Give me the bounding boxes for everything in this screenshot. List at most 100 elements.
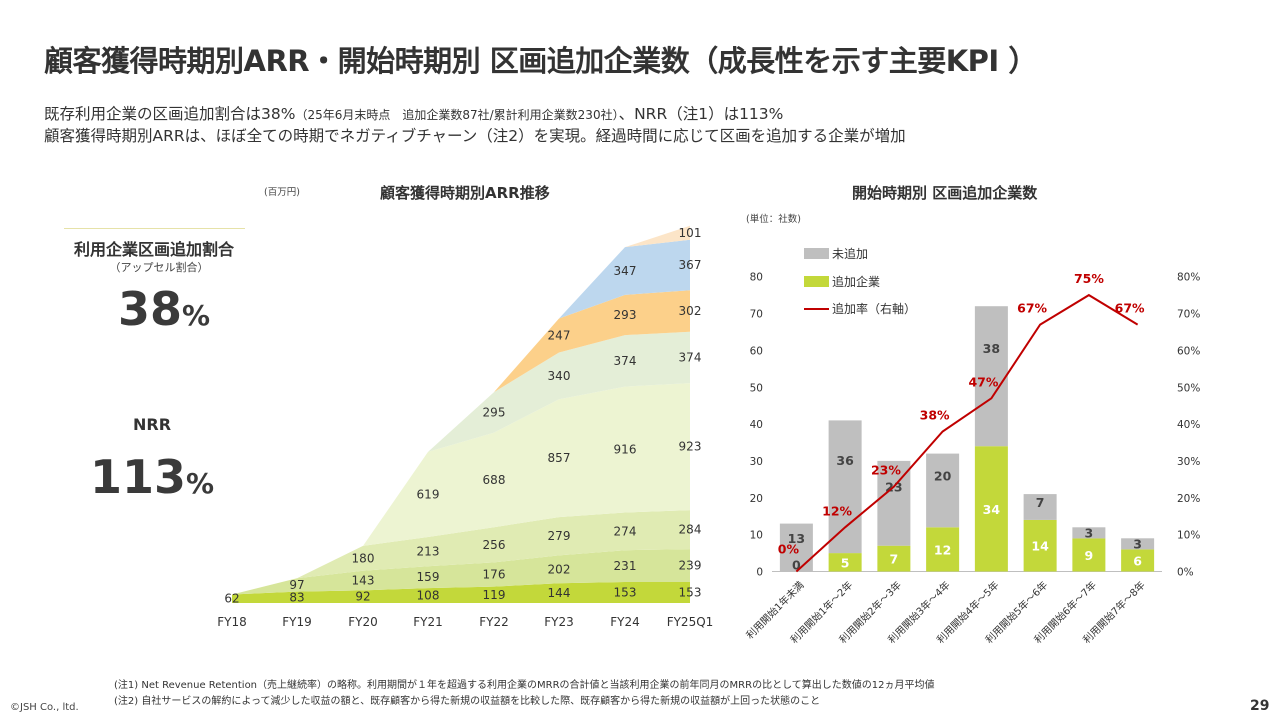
copyright: ©JSH Co., ltd. (10, 702, 79, 713)
bar-not-added-label: 36 (836, 453, 854, 468)
bar-y-tick-label: 70 (750, 309, 763, 321)
bar-added-segment (828, 553, 862, 572)
bar-added-segment (974, 446, 1008, 572)
bar-y2-tick-label: 60% (1177, 345, 1200, 357)
footnote-1: (注1) Net Revenue Retention（売上継続率）の略称。利用期… (114, 680, 935, 691)
bar-y-tick-label: 80 (750, 272, 763, 284)
addition-rate-label: 67% (1017, 301, 1047, 316)
nrr-kpi-value: 113% (52, 450, 252, 504)
bar-not-added-segment (1023, 494, 1057, 520)
arr-x-tick-label: FY21 (413, 615, 443, 629)
bar-added-label: 34 (983, 502, 1001, 517)
summary-line-2: 顧客獲得時期別ARRは、ほぼ全ての時期でネガティブチャーン（注2）を実現。経過時… (44, 127, 906, 145)
arr-data-label: 923 (679, 440, 702, 454)
arr-data-label: 153 (679, 586, 702, 600)
upsell-kpi-unit: % (181, 299, 211, 332)
footnote-2: (注2) 自社サービスの解約によって減少した収益の額と、既存顧客から得た新規の収… (114, 696, 821, 707)
bar-not-added-segment (926, 453, 960, 528)
arr-chart-unit: (百万円) (264, 187, 300, 198)
legend-not-added-swatch (804, 248, 829, 259)
arr-data-label: 284 (679, 523, 702, 537)
arr-data-label: 231 (614, 559, 637, 573)
bar-added-segment (1023, 519, 1057, 572)
addition-rate-line (795, 293, 1139, 573)
arr-area-series-0 (232, 582, 690, 603)
legend-rate-label: 追加率（右軸） (832, 301, 916, 316)
arr-data-label: 101 (679, 226, 702, 240)
bar-chart-unit: (単位：社数) (746, 214, 801, 225)
bar-added-segment (877, 545, 911, 572)
arr-data-label: 239 (679, 559, 702, 573)
arr-x-tick-label: FY22 (479, 615, 509, 629)
bar-added-segment (1121, 549, 1155, 572)
bar-y2-tick-label: 50% (1177, 382, 1200, 394)
bar-not-added-label: 38 (983, 341, 1000, 356)
arr-data-label: 202 (548, 562, 571, 576)
bar-y-tick-label: 20 (750, 493, 763, 505)
bar-y-tick-label: 60 (750, 345, 763, 357)
arr-data-label: 302 (679, 304, 702, 318)
bar-not-added-segment (828, 420, 862, 554)
arr-data-label: 374 (679, 350, 702, 364)
summary-line-1-detail: （25年6月末時点 追加企業数87社/累計利用企業数230社） (295, 108, 619, 122)
arr-chart-title: 顧客獲得時期別ARR推移 (380, 184, 550, 202)
legend-added-label: 追加企業 (832, 274, 880, 289)
arr-data-label: 374 (614, 354, 637, 368)
bar-y-tick-label: 30 (750, 456, 763, 468)
arr-area-series-6 (559, 239, 690, 319)
nrr-kpi-label: NRR (132, 415, 172, 434)
addition-rate-label: 75% (1074, 271, 1104, 286)
arr-data-label: 144 (548, 586, 571, 600)
arr-data-label: 274 (614, 524, 637, 538)
arr-x-tick-label: FY20 (348, 615, 378, 629)
arr-data-label: 83 (289, 590, 304, 604)
arr-data-label: 108 (417, 589, 440, 603)
legend-not-added-label: 未追加 (832, 246, 868, 261)
bar-not-added-segment (779, 523, 813, 572)
upsell-kpi-number: 38 (117, 282, 182, 336)
addition-rate-label: 23% (871, 463, 901, 478)
bar-not-added-label: 7 (1036, 495, 1045, 510)
legend-added-swatch (804, 276, 829, 287)
bar-added-label: 5 (841, 555, 850, 570)
bar-added-label: 7 (890, 552, 899, 567)
arr-data-label: 857 (548, 451, 571, 465)
addition-rate-label: 12% (822, 503, 852, 518)
upsell-kpi-note: （アップセル割合） (109, 261, 209, 274)
nrr-kpi-unit: % (185, 467, 215, 500)
bar-not-added-segment (1072, 527, 1106, 539)
arr-area-series-7 (625, 225, 690, 248)
bar-y2-tick-label: 70% (1177, 309, 1200, 321)
arr-data-label: 279 (548, 529, 571, 543)
arr-data-label: 340 (548, 369, 571, 383)
bar-y-tick-label: 10 (750, 530, 763, 542)
arr-area-series-5 (494, 290, 690, 393)
arr-data-label: 247 (548, 329, 571, 343)
arr-data-label: 916 (614, 443, 637, 457)
bar-y2-tick-label: 20% (1177, 493, 1200, 505)
bar-y-tick-label: 0 (756, 567, 763, 579)
arr-data-label: 92 (355, 590, 370, 604)
arr-data-label: 295 (483, 405, 506, 419)
bar-y2-tick-label: 30% (1177, 456, 1200, 468)
arr-data-label: 293 (614, 308, 637, 322)
addition-rate-label: 38% (920, 408, 950, 423)
arr-data-label: 62 (224, 592, 239, 606)
bar-added-label: 12 (934, 542, 951, 557)
bar-added-label: 6 (1133, 553, 1142, 568)
arr-data-label: 176 (483, 568, 506, 582)
arr-x-tick-label: FY18 (217, 615, 247, 629)
bar-y2-tick-label: 10% (1177, 530, 1200, 542)
arr-data-label: 180 (352, 551, 375, 565)
bar-added-label: 9 (1085, 548, 1094, 563)
arr-x-tick-label: FY23 (544, 615, 574, 629)
addition-rate-label: 0% (778, 542, 800, 557)
arr-x-tick-label: FY25Q1 (667, 615, 714, 629)
arr-data-label: 213 (417, 545, 440, 559)
arr-data-label: 688 (483, 473, 506, 487)
bar-y2-tick-label: 80% (1177, 272, 1200, 284)
nrr-kpi-number: 113 (89, 450, 186, 504)
arr-data-label: 159 (417, 570, 440, 584)
page-number: 29 (1250, 698, 1270, 714)
